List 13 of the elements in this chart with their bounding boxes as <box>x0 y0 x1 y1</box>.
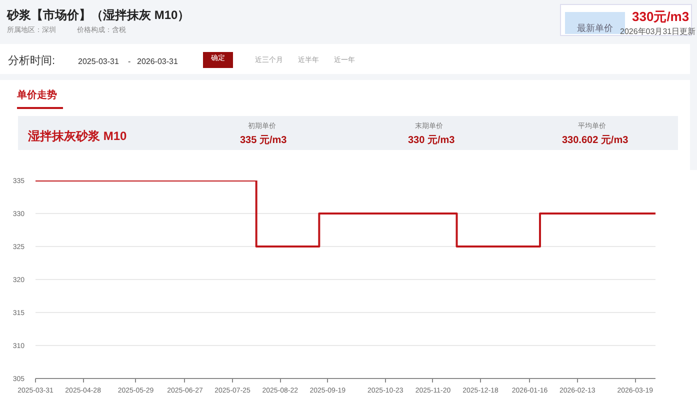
text: 最新单价 <box>577 23 613 33</box>
text: 2026年03月31日更新 <box>620 26 696 38</box>
text: 分析时间: <box>8 54 56 69</box>
text: 2026-03-31 <box>137 56 178 68</box>
text: 2025-03-31 <box>78 56 119 68</box>
text: 330 元/m3 <box>408 134 455 148</box>
chart-title: 砂浆【市场价】（湿拌抹灰 M10） <box>7 7 190 24</box>
text: 330元/m3 <box>632 8 690 26</box>
text: 单价走势 <box>17 89 63 110</box>
text: 335 元/m3 <box>240 134 287 148</box>
text: 湿拌抹灰砂浆 M10 <box>28 128 127 145</box>
text: - <box>128 56 131 68</box>
text: 330.602 元/m3 <box>562 134 628 148</box>
